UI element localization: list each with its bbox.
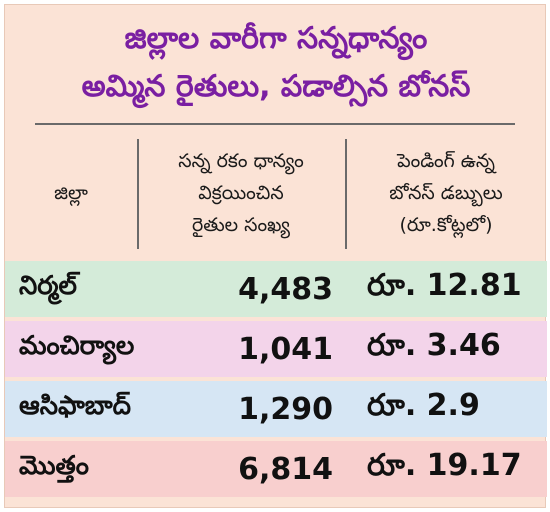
row-farmers: 1,041 bbox=[238, 331, 333, 367]
header-bonus-line-1: పెండింగ్ ఉన్న bbox=[397, 150, 495, 172]
row-district: మొత్తం bbox=[19, 451, 89, 481]
header-farmers: సన్న రకం ధాన్యం విక్రయించిన రైతుల సంఖ్య bbox=[137, 131, 345, 255]
row-district: నిర్మల్ bbox=[19, 271, 77, 301]
header-separator-2 bbox=[345, 139, 347, 249]
row-bonus: రూ. 2.9 bbox=[367, 388, 480, 423]
header-farmers-line-1: సన్న రకం ధాన్యం bbox=[178, 150, 304, 172]
header-bonus-line-2: బోనస్ డబ్బులు bbox=[389, 182, 503, 204]
row-district: ఆసిఫాబాద్ bbox=[19, 391, 132, 421]
row-bonus: రూ. 3.46 bbox=[367, 328, 501, 363]
title-line-1: జిల్లాల వారీగా సన్నధాన్యం bbox=[124, 21, 428, 56]
row-bonus: రూ. 12.81 bbox=[367, 268, 522, 303]
infographic-table-card: జిల్లాల వారీగా సన్నధాన్యం అమ్మిన రైతులు,… bbox=[4, 4, 547, 508]
header-bonus-line-3: (రూ.కోట్లలో) bbox=[399, 214, 493, 236]
table-row: నిర్మల్ 4,483 రూ. 12.81 bbox=[5, 261, 547, 317]
header-district-line: జిల్లా bbox=[54, 182, 88, 204]
table-row: మంచిర్యాల 1,041 రూ. 3.46 bbox=[5, 321, 547, 377]
table-title: జిల్లాల వారీగా సన్నధాన్యం అమ్మిన రైతులు,… bbox=[5, 15, 547, 111]
header-separator-1 bbox=[137, 139, 139, 249]
table-row: ఆసిఫాబాద్ 1,290 రూ. 2.9 bbox=[5, 381, 547, 437]
row-bonus: రూ. 19.17 bbox=[367, 448, 522, 483]
table-row-total: మొత్తం 6,814 రూ. 19.17 bbox=[5, 441, 547, 497]
header-farmers-line-3: రైతుల సంఖ్య bbox=[192, 214, 290, 236]
header-district: జిల్లా bbox=[5, 131, 137, 255]
row-farmers: 1,290 bbox=[238, 391, 333, 427]
title-line-2: అమ్మిన రైతులు, పడాల్సిన బోనస్ bbox=[81, 69, 471, 104]
header-bonus: పెండింగ్ ఉన్న బోనస్ డబ్బులు (రూ.కోట్లలో) bbox=[345, 131, 547, 255]
row-farmers: 4,483 bbox=[238, 271, 333, 307]
table-header: జిల్లా సన్న రకం ధాన్యం విక్రయించిన రైతుల… bbox=[5, 131, 547, 255]
row-farmers: 6,814 bbox=[238, 451, 333, 487]
header-farmers-line-2: విక్రయించిన bbox=[198, 182, 284, 204]
title-divider bbox=[35, 123, 515, 125]
row-district: మంచిర్యాల bbox=[19, 331, 135, 361]
